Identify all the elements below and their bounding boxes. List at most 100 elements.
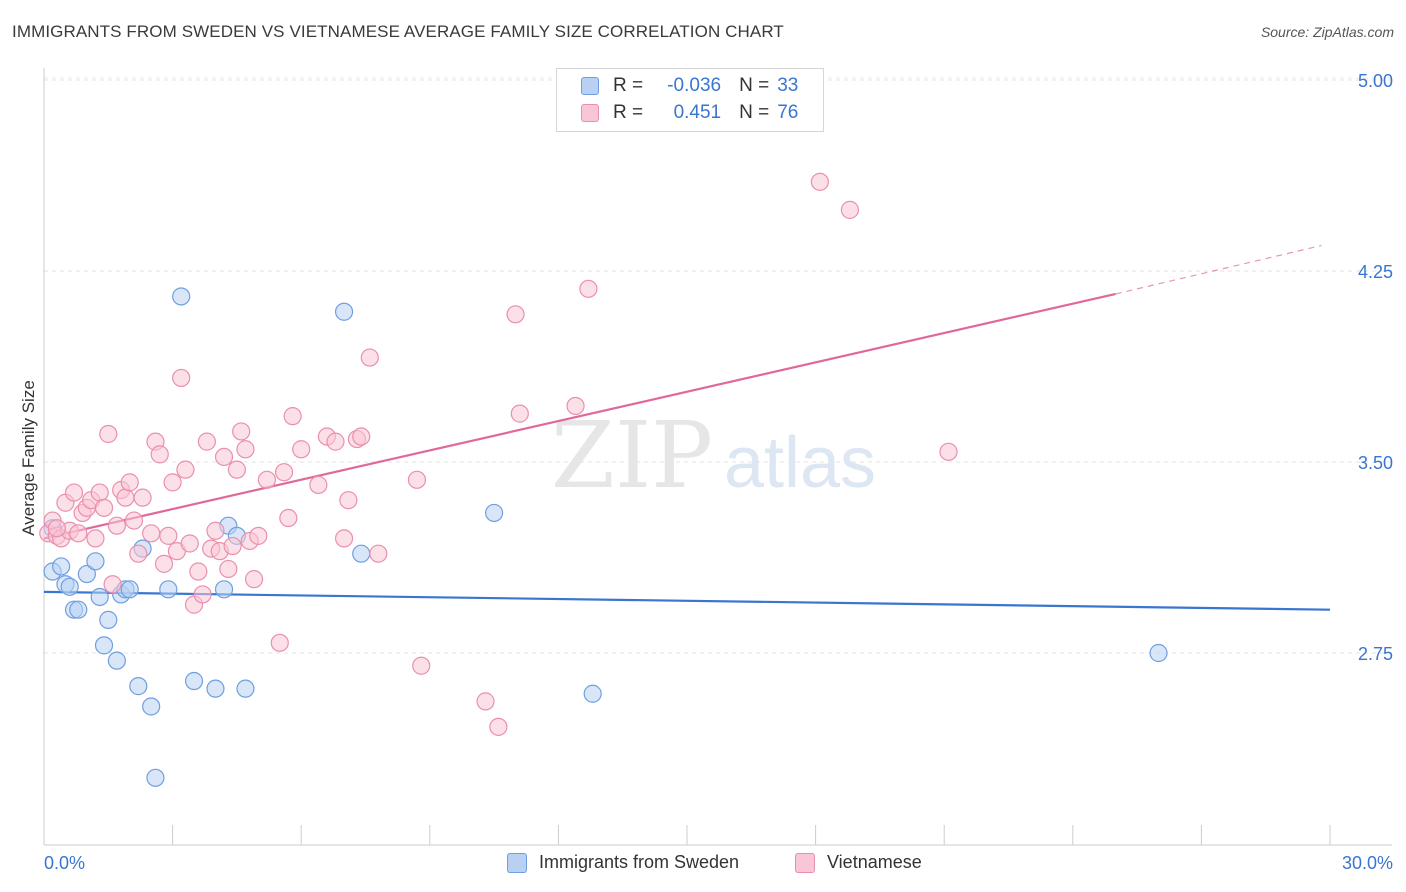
point-sweden	[94, 636, 114, 655]
point-sweden	[172, 287, 191, 306]
point-vietnamese	[116, 488, 135, 507]
point-sweden	[214, 580, 234, 599]
grid-lines	[44, 77, 1392, 654]
point-sweden	[120, 580, 139, 599]
point-vietnamese	[214, 447, 234, 467]
point-vietnamese	[236, 440, 255, 459]
legend-label-vietnamese: Vietnamese	[827, 852, 922, 872]
point-vietnamese	[274, 463, 294, 482]
point-vietnamese	[99, 424, 118, 444]
point-sweden	[236, 679, 255, 698]
point-sweden	[60, 577, 79, 596]
point-sweden	[206, 679, 225, 698]
point-vietnamese	[103, 575, 122, 594]
legend-item-vietnamese: Vietnamese	[795, 852, 922, 873]
trend-line-sweden	[43, 590, 1331, 611]
point-vietnamese	[223, 536, 242, 556]
y-axis-label: Average Family Size	[19, 380, 38, 536]
x-tick-label: 30.0%	[1342, 853, 1393, 873]
point-sweden	[52, 557, 71, 576]
point-vietnamese	[510, 404, 529, 423]
point-vietnamese	[189, 562, 208, 581]
point-vietnamese	[159, 526, 178, 545]
legend-swatch-sweden	[507, 852, 527, 873]
point-vietnamese	[64, 483, 84, 502]
point-vietnamese	[810, 172, 829, 191]
point-vietnamese	[352, 427, 371, 446]
tick-labels: 2.75 3.50 4.25 5.00 0.0% 30.0%	[44, 71, 1393, 873]
point-vietnamese	[326, 432, 345, 451]
point-vietnamese	[227, 460, 246, 479]
point-vietnamese	[176, 460, 195, 479]
point-vietnamese	[840, 200, 859, 219]
point-vietnamese	[270, 633, 289, 652]
source-note: Source: ZipAtlas.com	[1260, 24, 1394, 40]
chart-title: IMMIGRANTS FROM SWEDEN VS VIETNAMESE AVE…	[12, 22, 784, 41]
point-vietnamese	[257, 470, 277, 489]
point-sweden	[1149, 643, 1168, 663]
point-vietnamese	[334, 529, 354, 548]
data-points	[39, 172, 1168, 787]
legend-label-sweden: Immigrants from Sweden	[539, 852, 740, 872]
trend-line-extension	[1115, 244, 1322, 295]
point-vietnamese	[506, 305, 525, 324]
point-sweden	[352, 544, 371, 563]
point-vietnamese	[193, 585, 212, 604]
point-vietnamese	[489, 717, 508, 736]
axes	[43, 68, 1392, 846]
point-sweden	[86, 552, 105, 571]
point-vietnamese	[154, 554, 174, 573]
legend-r-label: R =	[613, 75, 644, 96]
point-vietnamese	[339, 491, 358, 510]
point-sweden	[142, 697, 161, 716]
point-vietnamese	[309, 475, 328, 495]
point-vietnamese	[94, 498, 114, 517]
point-vietnamese	[90, 483, 109, 502]
point-vietnamese	[412, 656, 431, 675]
trend-line-vietnamese	[43, 292, 1116, 540]
point-sweden	[583, 684, 602, 703]
point-sweden	[129, 677, 148, 696]
y-tick-label: 2.75	[1358, 644, 1393, 664]
point-vietnamese	[172, 368, 191, 388]
point-vietnamese	[292, 440, 311, 459]
point-sweden	[90, 587, 109, 607]
watermark: ZIP atlas	[551, 402, 876, 509]
point-vietnamese	[407, 470, 427, 489]
y-tick-label: 5.00	[1358, 71, 1393, 91]
watermark-zip: ZIP	[551, 402, 713, 509]
point-vietnamese	[249, 526, 268, 545]
series-legend: Immigrants from Sweden Vietnamese	[0, 852, 1406, 878]
point-sweden	[146, 768, 165, 787]
y-tick-label: 3.50	[1358, 453, 1393, 473]
point-vietnamese	[566, 396, 585, 416]
point-vietnamese	[360, 348, 379, 367]
legend-swatch-sweden	[581, 77, 599, 95]
point-vietnamese	[232, 422, 251, 441]
legend-row-vietnamese: R = 0.451 N = 76	[581, 101, 798, 125]
legend-swatch-vietnamese	[581, 104, 599, 122]
point-vietnamese	[69, 524, 88, 543]
legend-r-value: 0.451	[673, 102, 722, 123]
point-vietnamese	[279, 508, 298, 528]
stats-legend: R = -0.036 N = 33 R = 0.451 N = 76	[556, 68, 824, 132]
point-sweden	[184, 671, 204, 691]
legend-r-label: R =	[613, 102, 644, 123]
legend-row-sweden: R = -0.036 N = 33	[581, 74, 798, 98]
point-vietnamese	[107, 516, 126, 535]
legend-swatch-vietnamese	[795, 852, 815, 873]
y-tick-label: 4.25	[1358, 262, 1393, 282]
point-vietnamese	[124, 511, 144, 530]
trend-lines	[43, 244, 1331, 611]
point-sweden	[159, 580, 178, 599]
point-vietnamese	[129, 544, 148, 563]
point-vietnamese	[476, 692, 495, 711]
legend-n-label: N =	[739, 102, 770, 123]
point-vietnamese	[206, 521, 225, 540]
point-vietnamese	[133, 488, 152, 507]
x-tick-label: 0.0%	[44, 853, 85, 873]
point-vietnamese	[939, 442, 958, 461]
point-vietnamese	[180, 534, 199, 553]
point-sweden	[77, 564, 96, 584]
